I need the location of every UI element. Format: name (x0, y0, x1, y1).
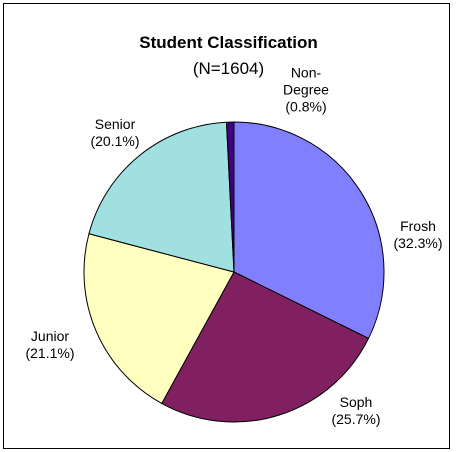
category-label: Soph (339, 394, 373, 410)
chart-subtitle: (N=1604) (192, 59, 265, 78)
slice-label: Frosh (32.3%) (393, 218, 442, 252)
pie-slice (88, 121, 235, 273)
pie-slice (233, 121, 385, 340)
value-label: (20.1%) (90, 133, 140, 149)
value-label: (0.8%) (285, 98, 327, 115)
category-label: Frosh (400, 218, 436, 234)
value-label: (21.1%) (25, 345, 75, 361)
chart-title: Student Classification (139, 33, 318, 52)
pie-slice (225, 121, 235, 273)
slice-label: Junior (21.1%) (25, 328, 74, 362)
slice-label: Soph (25.7%) (331, 394, 380, 428)
pie-slice (83, 233, 235, 405)
value-label: (25.7%) (331, 411, 381, 427)
slice-label: Senior (20.1%) (90, 116, 139, 150)
value-label: (32.3%) (393, 235, 443, 251)
category-label: Non-Degree (283, 64, 329, 98)
slice-label: Non-Degree (0.8%) (280, 65, 332, 116)
category-label: Senior (94, 116, 136, 132)
category-label: Junior (30, 328, 70, 344)
